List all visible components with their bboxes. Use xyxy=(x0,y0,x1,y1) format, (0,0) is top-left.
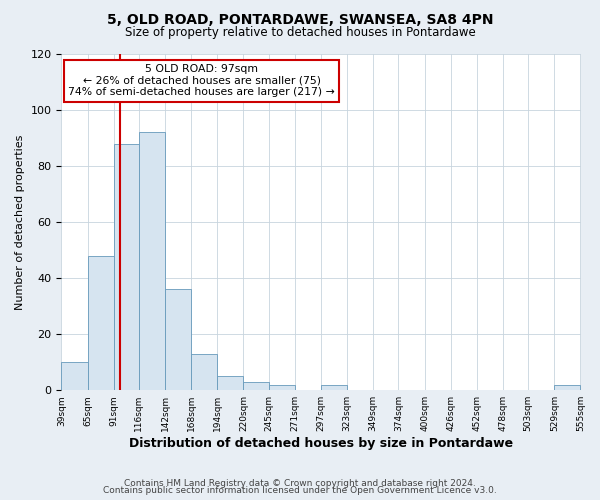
Bar xyxy=(321,384,347,390)
Bar xyxy=(88,256,114,390)
Bar xyxy=(114,144,139,390)
Text: Contains public sector information licensed under the Open Government Licence v3: Contains public sector information licen… xyxy=(103,486,497,495)
X-axis label: Distribution of detached houses by size in Pontardawe: Distribution of detached houses by size … xyxy=(129,437,513,450)
Bar xyxy=(139,132,165,390)
Y-axis label: Number of detached properties: Number of detached properties xyxy=(15,134,25,310)
Bar xyxy=(217,376,244,390)
Bar xyxy=(165,290,191,390)
Text: Contains HM Land Registry data © Crown copyright and database right 2024.: Contains HM Land Registry data © Crown c… xyxy=(124,478,476,488)
Text: 5, OLD ROAD, PONTARDAWE, SWANSEA, SA8 4PN: 5, OLD ROAD, PONTARDAWE, SWANSEA, SA8 4P… xyxy=(107,12,493,26)
Bar xyxy=(244,382,269,390)
Bar xyxy=(61,362,88,390)
Bar xyxy=(269,384,295,390)
Bar xyxy=(554,384,580,390)
Text: Size of property relative to detached houses in Pontardawe: Size of property relative to detached ho… xyxy=(125,26,475,39)
Bar xyxy=(191,354,217,390)
Text: 5 OLD ROAD: 97sqm
← 26% of detached houses are smaller (75)
74% of semi-detached: 5 OLD ROAD: 97sqm ← 26% of detached hous… xyxy=(68,64,335,98)
